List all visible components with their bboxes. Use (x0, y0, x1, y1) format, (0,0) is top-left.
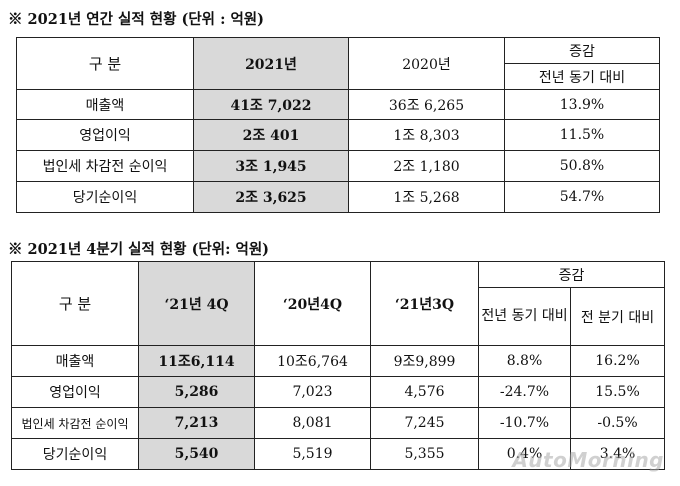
value-21q4: 7,213 (138, 407, 255, 439)
row-label: 매출액 (11, 345, 139, 377)
annual-header-2020: 2020년 (348, 37, 505, 90)
value-2020: 1조 5,268 (348, 181, 505, 213)
quarterly-results-table: 구 분 ‘21년 4Q ‘20년4Q ‘21년3Q 증감 전년 동기 대비 전 … (11, 261, 666, 470)
quarterly-header-change: 증감 (477, 261, 666, 288)
annual-header-2021: 2021년 (193, 37, 349, 90)
value-yoy: 8.8% (478, 345, 571, 377)
value-21q4: 11조6,114 (138, 345, 255, 377)
annual-results-table: 구 분 2021년 2020년 증감 전년 동기 대비 매출액 41조 7,02… (16, 37, 660, 213)
quarterly-header-qoq: 전 분기 대비 (569, 287, 666, 346)
value-20q4: 10조6,764 (254, 345, 371, 377)
value-2021: 3조 1,945 (193, 150, 349, 182)
row-label: 당기순이익 (16, 181, 194, 213)
value-qoq: -0.5% (569, 407, 666, 439)
value-21q3: 7,245 (370, 407, 479, 439)
quarterly-header-21q4: ‘21년 4Q (138, 261, 255, 346)
table-row: 매출액 41조 7,022 36조 6,265 13.9% (16, 89, 660, 120)
value-yoy: 50.8% (504, 150, 660, 182)
quarterly-header-21q3: ‘21년3Q (370, 261, 479, 346)
value-yoy: 11.5% (504, 119, 660, 151)
value-2020: 2조 1,180 (348, 150, 505, 182)
quarterly-header-category: 구 분 (11, 261, 139, 346)
row-label: 매출액 (16, 89, 194, 120)
value-20q4: 8,081 (254, 407, 371, 439)
value-21q3: 9조9,899 (370, 345, 479, 377)
quarterly-title: ※ 2021년 4분기 실적 현황 (단위: 억원) (8, 241, 270, 258)
table-row: 당기순이익 2조 3,625 1조 5,268 54.7% (16, 181, 660, 213)
row-label: 영업이익 (11, 376, 139, 408)
value-20q4: 7,023 (254, 376, 371, 408)
value-21q4: 5,540 (138, 438, 255, 470)
value-2021: 41조 7,022 (193, 89, 349, 120)
value-qoq: 15.5% (569, 376, 666, 408)
row-label: 당기순이익 (11, 438, 139, 470)
value-20q4: 5,519 (254, 438, 371, 470)
table-row: 영업이익 5,286 7,023 4,576 -24.7% 15.5% (11, 376, 666, 408)
value-qoq: 16.2% (569, 345, 666, 377)
table-row: 영업이익 2조 401 1조 8,303 11.5% (16, 119, 660, 151)
value-2020: 36조 6,265 (348, 89, 505, 120)
row-label: 법인세 차감전 순이익 (16, 150, 194, 182)
table-row: 법인세 차감전 순이익 7,213 8,081 7,245 -10.7% -0.… (11, 407, 666, 439)
row-label: 법인세 차감전 순이익 (11, 407, 139, 439)
value-yoy: 13.9% (504, 89, 660, 120)
table-row: 매출액 11조6,114 10조6,764 9조9,899 8.8% 16.2% (11, 345, 666, 377)
quarterly-header-20q4: ‘20년4Q (254, 261, 371, 346)
annual-header-category: 구 분 (16, 37, 194, 90)
value-21q3: 5,355 (370, 438, 479, 470)
value-2021: 2조 3,625 (193, 181, 349, 213)
quarterly-header-yoy: 전년 동기 대비 (478, 287, 571, 346)
annual-header-change: 증감 (504, 37, 660, 64)
annual-header-yoy: 전년 동기 대비 (504, 63, 660, 90)
automorning-watermark: AutoMorning (512, 448, 664, 472)
table-row: 당기순이익 5,540 5,519 5,355 0.4% 3.4% (11, 438, 666, 470)
value-yoy: -24.7% (478, 376, 571, 408)
value-yoy: 54.7% (504, 181, 660, 213)
value-2020: 1조 8,303 (348, 119, 505, 151)
value-qoq: 3.4% (569, 438, 666, 470)
value-yoy: -10.7% (478, 407, 571, 439)
table-row: 법인세 차감전 순이익 3조 1,945 2조 1,180 50.8% (16, 150, 660, 182)
value-21q4: 5,286 (138, 376, 255, 408)
row-label: 영업이익 (16, 119, 194, 151)
value-yoy: 0.4% (478, 438, 571, 470)
value-2021: 2조 401 (193, 119, 349, 151)
annual-title: ※ 2021년 연간 실적 현황 (단위 : 억원) (8, 11, 265, 28)
value-21q3: 4,576 (370, 376, 479, 408)
